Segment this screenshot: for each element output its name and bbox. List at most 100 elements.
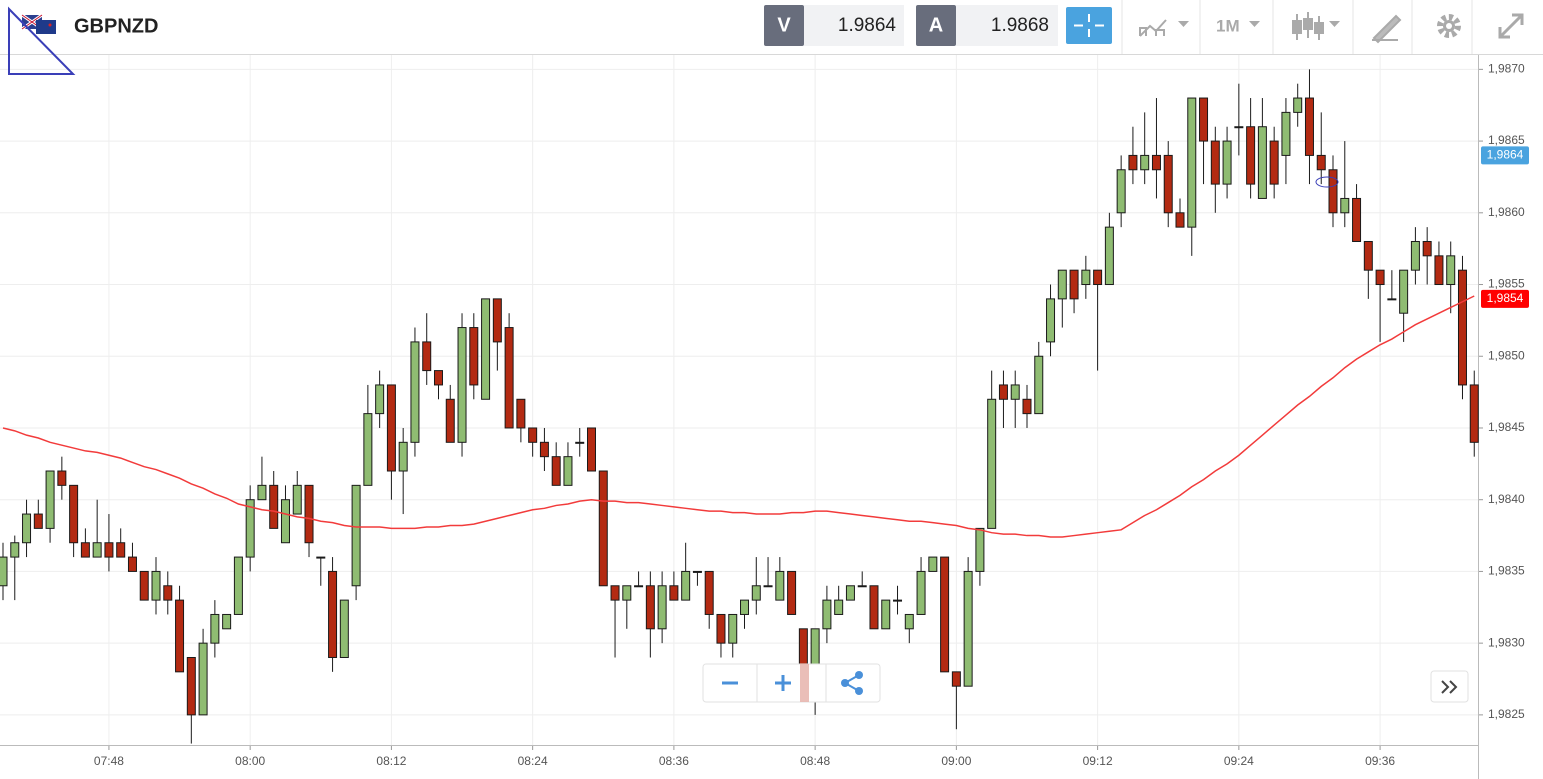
timeframe[interactable]: 1M bbox=[1216, 16, 1240, 35]
candle-body bbox=[657, 585, 667, 630]
candle-body bbox=[233, 556, 243, 615]
candle-icon-body bbox=[1303, 18, 1313, 30]
candle-body bbox=[1399, 269, 1409, 314]
buy-button[interactable] bbox=[916, 5, 956, 46]
zoom-in[interactable] bbox=[775, 675, 791, 691]
candle-body bbox=[975, 527, 985, 572]
candle-body bbox=[610, 585, 620, 601]
dropdown-arrow bbox=[1329, 21, 1340, 27]
candle-body bbox=[1422, 240, 1432, 257]
candle-body bbox=[104, 542, 114, 558]
x-tick-label: 08:36 bbox=[659, 754, 689, 768]
candle-body bbox=[845, 585, 855, 601]
y-tick-label: 1,9870 bbox=[1488, 62, 1525, 76]
scroll-right-icon bbox=[1441, 680, 1458, 694]
candle-body bbox=[834, 599, 844, 615]
candle-body bbox=[1222, 140, 1232, 185]
y-tick-label: 1,9835 bbox=[1488, 564, 1525, 578]
candle-body bbox=[116, 542, 126, 558]
candle-body bbox=[363, 413, 373, 486]
candle-body bbox=[445, 398, 455, 443]
candle-body bbox=[822, 599, 832, 630]
buy-price-box[interactable] bbox=[956, 5, 1058, 46]
buy-label[interactable]: A bbox=[929, 14, 943, 36]
flag-nz bbox=[36, 20, 56, 34]
y-tick-label: 1,9860 bbox=[1488, 205, 1525, 219]
candle-body bbox=[175, 599, 185, 673]
y-tick-label: 1,9825 bbox=[1488, 707, 1525, 721]
price-marker-label: 1,9864 bbox=[1487, 148, 1524, 162]
candle-body bbox=[1410, 240, 1420, 271]
draw-icon[interactable] bbox=[1372, 14, 1402, 44]
buy-price[interactable]: 1.9868 bbox=[991, 15, 1049, 36]
candle-body bbox=[1375, 269, 1385, 286]
dropdown-arrow bbox=[1249, 21, 1260, 27]
candle-body bbox=[422, 341, 432, 372]
candle-body bbox=[198, 642, 208, 716]
candle-body bbox=[257, 484, 267, 501]
y-tick-label: 1,9840 bbox=[1488, 492, 1525, 506]
candle-body bbox=[45, 470, 55, 529]
candle-body bbox=[92, 542, 102, 558]
settings-icon[interactable] bbox=[1437, 14, 1461, 38]
price-marker bbox=[1481, 289, 1529, 308]
scroll-right-box[interactable] bbox=[1430, 670, 1469, 703]
y-tick-label: 1,9830 bbox=[1488, 635, 1525, 649]
candle-body bbox=[893, 599, 903, 602]
candle-body bbox=[1387, 298, 1397, 301]
flag-icon bbox=[8, 6, 76, 75]
candle-body bbox=[269, 484, 279, 529]
candle-body bbox=[751, 585, 761, 601]
candle-body bbox=[10, 542, 20, 558]
sell-label[interactable]: V bbox=[777, 14, 791, 36]
sell-button[interactable] bbox=[764, 5, 804, 46]
candle-body bbox=[645, 585, 655, 630]
candle-body bbox=[928, 556, 938, 572]
candle-body bbox=[940, 556, 950, 673]
candle-body bbox=[1281, 111, 1291, 156]
candle-body bbox=[692, 570, 702, 573]
candle-body bbox=[669, 585, 679, 601]
price-marker bbox=[1481, 146, 1529, 165]
candle-body bbox=[728, 613, 738, 644]
candle-icon-body bbox=[1292, 20, 1302, 34]
flag-star bbox=[48, 23, 52, 27]
candle-body bbox=[1104, 226, 1114, 286]
sell-price-box[interactable] bbox=[804, 5, 904, 46]
sell-price[interactable]: 1.9864 bbox=[838, 15, 897, 36]
candle-body bbox=[740, 599, 750, 615]
dropdown-arrow bbox=[1178, 21, 1189, 27]
candle-body bbox=[1352, 197, 1362, 242]
candle-body bbox=[457, 327, 467, 443]
candle-body bbox=[33, 513, 43, 529]
candle-body bbox=[998, 384, 1008, 400]
zoom-bar bbox=[702, 663, 881, 703]
candle-body bbox=[292, 484, 302, 515]
candle-body bbox=[539, 441, 549, 458]
candle-body bbox=[398, 441, 408, 472]
candle-body bbox=[1093, 269, 1103, 286]
symbol: GBPNZD bbox=[74, 15, 158, 37]
candle-body bbox=[492, 298, 502, 343]
fullscreen-icon[interactable] bbox=[1498, 13, 1524, 39]
chart-type-icon[interactable] bbox=[1139, 19, 1167, 37]
candle-body bbox=[1151, 154, 1161, 171]
candle-body bbox=[280, 499, 290, 544]
candle-body bbox=[1269, 140, 1279, 185]
candle-body bbox=[881, 599, 891, 630]
crosshair-button[interactable] bbox=[1066, 7, 1112, 44]
candle-body bbox=[0, 556, 8, 587]
cursor-marker bbox=[1315, 176, 1339, 188]
candle-body bbox=[575, 441, 585, 444]
candle-body bbox=[1304, 97, 1314, 156]
candle-body bbox=[1116, 169, 1126, 214]
scroll-right-button[interactable] bbox=[1430, 670, 1469, 703]
candle-body bbox=[139, 570, 149, 601]
crosshair-icon bbox=[1074, 14, 1104, 37]
share-lines bbox=[844, 674, 860, 692]
candle-body bbox=[716, 613, 726, 644]
share-button[interactable] bbox=[841, 671, 863, 695]
candle-body bbox=[1034, 355, 1044, 415]
candle-body bbox=[904, 613, 914, 630]
candle-body bbox=[469, 327, 479, 386]
